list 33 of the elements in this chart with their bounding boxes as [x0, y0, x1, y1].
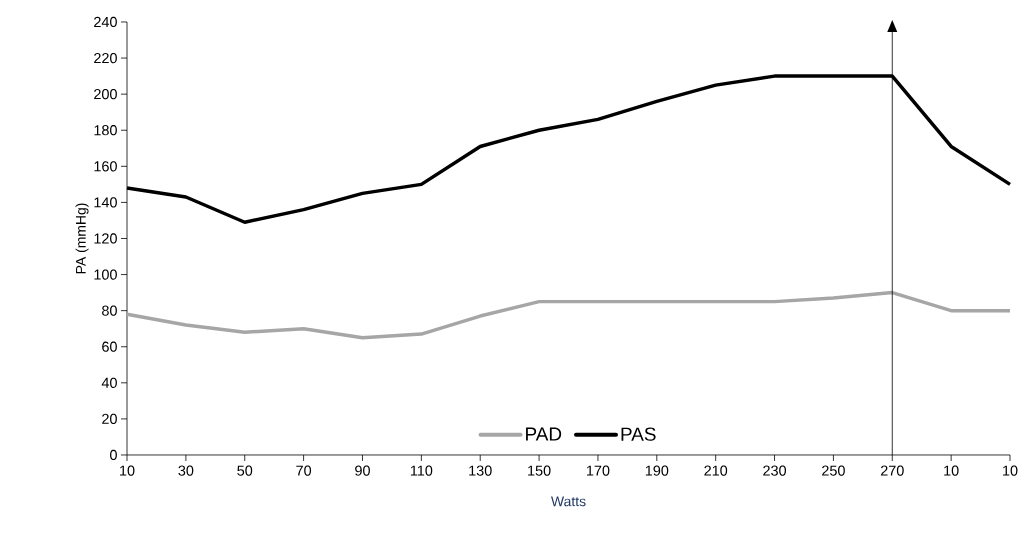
y-tick-label: 180	[94, 125, 117, 136]
x-tick-label: 230	[763, 465, 787, 476]
x-tick-label: 210	[704, 465, 728, 476]
y-tick-label: 240	[94, 16, 117, 28]
x-tick-label: 150	[528, 465, 551, 476]
x-tick-label: 70	[296, 465, 312, 476]
y-tick-label: 200	[94, 89, 117, 100]
x-axis-title: Watts	[551, 496, 586, 507]
y-tick-label: 160	[94, 161, 117, 172]
x-tick-label: 10	[944, 465, 959, 476]
x-tick-label: 170	[586, 465, 610, 476]
x-tick-label: 270	[880, 465, 904, 476]
y-tick-label: 120	[94, 233, 117, 244]
y-axis-title: PA (mmHg)	[75, 203, 89, 274]
y-tick-label: 60	[102, 341, 117, 352]
x-tick-label: 190	[645, 465, 669, 476]
y-tick-label: 140	[94, 197, 117, 208]
y-tick-label: 20	[102, 413, 117, 425]
x-tick-label: 110	[410, 465, 433, 476]
y-tick-label: 100	[94, 269, 117, 280]
y-tick-label: 80	[102, 305, 117, 316]
x-tick-label: 30	[178, 465, 194, 476]
x-tick-label: 50	[237, 465, 253, 476]
x-tick-label: 130	[469, 465, 492, 476]
x-tick-label: 250	[822, 465, 845, 476]
legend-label: PAD	[526, 427, 562, 441]
x-tick-label: 10	[1003, 465, 1018, 476]
y-tick-label: 0	[110, 449, 117, 461]
x-tick-label: 90	[355, 465, 370, 476]
y-tick-label: 40	[101, 377, 117, 388]
y-tick-label: 220	[94, 52, 117, 64]
legend-label: PAS	[621, 427, 656, 441]
x-tick-label: 10	[120, 465, 135, 476]
